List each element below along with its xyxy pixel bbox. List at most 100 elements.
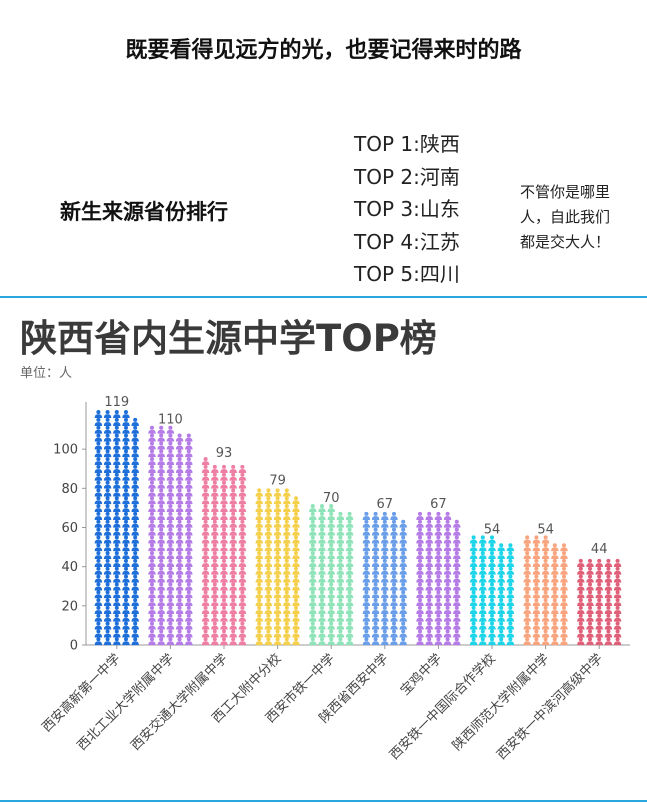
person-icon-mark xyxy=(399,605,407,614)
person-icon-mark xyxy=(327,527,335,536)
person-icon-mark xyxy=(157,637,165,646)
person-icon-mark xyxy=(103,425,112,434)
person-icon-mark xyxy=(122,590,130,599)
person-icon-mark xyxy=(175,605,184,614)
person-icon-mark xyxy=(541,598,550,607)
chart-unit-label: 单位：人 xyxy=(20,366,73,381)
person-icon-mark xyxy=(551,551,559,560)
person-icon-mark xyxy=(201,629,210,638)
person-icon-mark xyxy=(148,598,156,607)
person-icon-mark xyxy=(220,504,228,513)
person-icon-mark xyxy=(453,543,461,552)
person-icon-mark xyxy=(551,637,559,646)
person-icon-mark xyxy=(469,613,478,622)
person-icon-mark xyxy=(283,629,291,638)
person-icon-mark xyxy=(238,621,247,630)
person-icon-mark xyxy=(94,480,103,489)
person-icon-mark xyxy=(497,543,505,552)
person-icon-mark xyxy=(613,574,622,583)
person-icon-mark xyxy=(113,527,121,536)
person-icon-mark xyxy=(362,543,371,552)
person-icon-mark xyxy=(469,590,478,599)
person-icon-mark xyxy=(434,558,443,567)
x-tick-label-10: 西安铁一中滨河高级中学 xyxy=(494,651,606,763)
person-icon-mark xyxy=(229,551,237,560)
person-icon-mark xyxy=(560,551,568,560)
person-icon-mark xyxy=(362,621,371,630)
person-icon-mark xyxy=(255,621,263,630)
person-icon-mark xyxy=(506,558,515,567)
person-icon-mark xyxy=(613,605,622,614)
person-icon-mark xyxy=(532,605,541,614)
bar-2 xyxy=(148,425,193,646)
person-icon-mark xyxy=(157,629,165,638)
person-icon-mark xyxy=(229,613,237,622)
person-icon-mark xyxy=(336,598,345,607)
person-icon-mark xyxy=(453,574,461,583)
person-icon-mark xyxy=(506,605,515,614)
person-icon-mark xyxy=(166,488,175,497)
person-icon-mark xyxy=(264,629,273,638)
person-icon-mark xyxy=(469,566,478,575)
person-icon-mark xyxy=(229,558,237,567)
person-icon-mark xyxy=(175,637,184,646)
person-icon-mark xyxy=(523,551,531,560)
person-icon-mark xyxy=(604,566,613,575)
person-icon-mark xyxy=(577,637,585,646)
person-icon-mark xyxy=(131,519,139,528)
person-icon-mark xyxy=(595,574,603,583)
bar-7 xyxy=(416,511,461,646)
person-icon-mark xyxy=(148,629,156,638)
person-icon-mark xyxy=(113,558,121,567)
person-icon-mark xyxy=(94,574,103,583)
person-icon-mark xyxy=(560,582,568,591)
person-icon-mark xyxy=(381,558,389,567)
person-icon-mark xyxy=(229,582,237,591)
person-icon-mark xyxy=(327,543,335,552)
person-icon-mark xyxy=(94,558,103,567)
person-icon-mark xyxy=(131,480,139,489)
person-icon-mark xyxy=(113,566,121,575)
person-icon-mark xyxy=(201,496,210,505)
person-icon-mark xyxy=(166,519,175,528)
person-icon-mark xyxy=(273,527,282,536)
person-icon-mark xyxy=(220,582,228,591)
top-list: TOP 1:陕西 TOP 2:河南 TOP 3:山东 TOP 4:江苏 TOP … xyxy=(354,128,460,291)
person-icon-mark xyxy=(586,637,594,646)
data-label-7: 67 xyxy=(430,497,447,512)
person-icon-mark xyxy=(211,558,219,567)
person-icon-mark xyxy=(103,511,112,520)
person-icon-mark xyxy=(122,425,130,434)
person-icon-mark xyxy=(390,598,398,607)
person-icon-mark xyxy=(273,582,282,591)
person-icon-mark xyxy=(309,637,317,646)
person-icon-mark xyxy=(94,590,103,599)
person-icon-mark xyxy=(131,449,139,458)
person-icon-mark xyxy=(595,590,603,599)
person-icon-mark xyxy=(327,511,335,520)
person-icon-mark xyxy=(327,598,335,607)
person-icon-mark xyxy=(488,558,496,567)
person-icon-mark xyxy=(523,613,531,622)
person-icon-mark xyxy=(122,511,130,520)
person-icon-mark xyxy=(131,629,139,638)
person-icon-mark xyxy=(443,551,452,560)
person-icon-mark xyxy=(318,543,326,552)
person-icon-mark xyxy=(131,488,139,497)
person-icon-mark xyxy=(103,519,112,528)
person-icon-mark xyxy=(488,551,496,560)
person-icon-mark xyxy=(453,637,461,646)
person-icon-mark xyxy=(273,535,282,544)
person-icon-mark xyxy=(238,558,247,567)
person-icon-mark xyxy=(541,566,550,575)
person-icon-mark xyxy=(113,543,121,552)
person-icon-mark xyxy=(318,605,326,614)
person-icon-mark xyxy=(211,488,219,497)
person-icon-mark xyxy=(283,519,291,528)
person-icon-mark xyxy=(264,519,273,528)
person-icon-mark xyxy=(148,519,156,528)
person-icon-mark xyxy=(103,464,112,473)
person-icon-mark xyxy=(453,605,461,614)
person-icon-mark xyxy=(362,574,371,583)
person-icon-mark xyxy=(157,504,165,513)
